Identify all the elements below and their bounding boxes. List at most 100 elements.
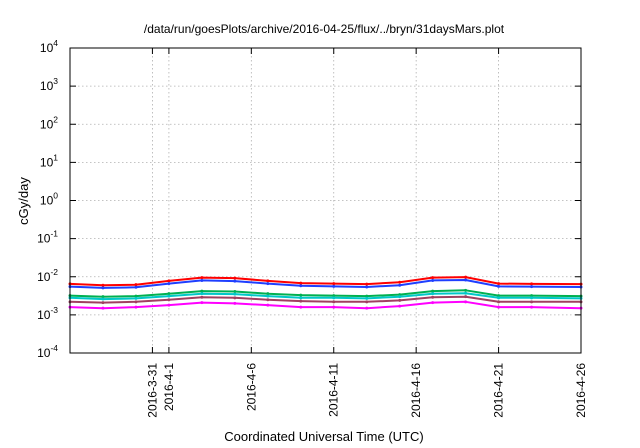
y-tick-label: 101 xyxy=(40,152,58,169)
data-point xyxy=(464,278,468,282)
data-point xyxy=(167,282,171,286)
data-point xyxy=(431,289,435,293)
data-point xyxy=(134,296,138,300)
y-tick-base: 10 xyxy=(40,41,54,55)
data-point xyxy=(431,278,435,282)
y-tick-base: 10 xyxy=(37,232,51,246)
data-point xyxy=(398,304,402,308)
y-tick-label: 104 xyxy=(40,38,58,55)
data-point xyxy=(299,281,303,285)
data-point xyxy=(266,303,270,307)
series-5 xyxy=(68,295,583,305)
data-point xyxy=(134,283,138,287)
y-tick-base: 10 xyxy=(37,270,51,284)
series-line xyxy=(69,279,582,289)
data-point xyxy=(365,306,369,310)
data-point xyxy=(101,306,105,310)
data-point xyxy=(398,283,402,287)
data-point xyxy=(299,293,303,297)
y-tick-base: 10 xyxy=(37,308,51,322)
data-point xyxy=(398,298,402,302)
data-point xyxy=(101,286,105,290)
y-tick-base: 10 xyxy=(40,79,54,93)
data-point xyxy=(101,301,105,305)
series-6 xyxy=(68,300,583,310)
y-tick-label: 102 xyxy=(40,114,58,131)
y-tick-exponent: 1 xyxy=(53,152,58,162)
chart-title: /data/run/goesPlots/archive/2016-04-25/f… xyxy=(144,22,505,36)
data-point xyxy=(299,284,303,288)
data-point xyxy=(332,305,336,309)
data-point xyxy=(464,300,468,304)
y-tick-exponent: -4 xyxy=(50,343,58,353)
data-point xyxy=(398,295,402,299)
data-point xyxy=(167,279,171,283)
y-tick-exponent: 2 xyxy=(53,114,58,124)
y-axis-label: cGy/day xyxy=(16,177,31,225)
data-point xyxy=(101,297,105,301)
data-point xyxy=(365,296,369,300)
data-point xyxy=(332,294,336,298)
x-tick-label: 2016-4-21 xyxy=(492,363,506,418)
y-tick-base: 10 xyxy=(37,346,51,360)
data-point xyxy=(134,285,138,289)
data-point xyxy=(530,294,534,298)
x-tick-label: 2016-4-26 xyxy=(574,363,588,418)
data-point xyxy=(233,290,237,294)
series-line xyxy=(69,300,582,310)
data-point xyxy=(365,285,369,289)
y-tick-label: 10-4 xyxy=(37,343,58,360)
y-tick-exponent: 4 xyxy=(53,38,58,48)
data-point xyxy=(200,276,204,280)
y-tick-exponent: 3 xyxy=(53,76,58,86)
data-point xyxy=(167,294,171,298)
y-tick-exponent: -2 xyxy=(50,267,58,277)
data-point xyxy=(365,300,369,304)
x-tick-label: 2016-4-1 xyxy=(162,363,176,411)
data-point xyxy=(134,300,138,304)
data-point xyxy=(167,303,171,307)
y-tick-base: 10 xyxy=(40,117,54,131)
data-point xyxy=(200,301,204,305)
series-3 xyxy=(68,288,583,299)
data-point xyxy=(464,295,468,299)
data-point xyxy=(233,276,237,280)
data-point xyxy=(200,292,204,296)
data-point xyxy=(530,296,534,300)
data-point xyxy=(266,279,270,283)
data-point xyxy=(530,305,534,309)
y-tick-label: 100 xyxy=(40,191,58,208)
data-point xyxy=(233,279,237,283)
data-point xyxy=(497,282,501,286)
y-tick-label: 10-2 xyxy=(37,267,58,284)
data-point xyxy=(101,283,105,287)
data-point xyxy=(431,276,435,280)
y-tick-exponent: -3 xyxy=(50,305,58,315)
data-point xyxy=(398,280,402,284)
data-point xyxy=(299,296,303,300)
x-tick-label: 2016-4-11 xyxy=(327,363,341,417)
y-tick-base: 10 xyxy=(40,155,54,169)
y-tick-exponent: -1 xyxy=(50,229,58,239)
data-point xyxy=(530,300,534,304)
data-point xyxy=(332,300,336,304)
data-point xyxy=(332,284,336,288)
y-tick-base: 10 xyxy=(40,194,54,208)
data-point xyxy=(497,296,501,300)
data-point xyxy=(134,305,138,309)
series-line xyxy=(69,295,581,304)
data-point xyxy=(332,296,336,300)
y-tick-exponent: 0 xyxy=(53,191,58,201)
y-tick-label: 103 xyxy=(40,76,58,93)
data-point xyxy=(464,291,468,295)
data-point xyxy=(530,282,534,286)
x-tick-label: 2016-4-6 xyxy=(244,363,258,411)
series-layer xyxy=(68,275,583,310)
series-line xyxy=(69,276,582,287)
data-point xyxy=(497,294,501,298)
y-tick-label: 10-3 xyxy=(37,305,58,322)
data-point xyxy=(464,288,468,292)
x-ticks: 2016-3-31 2016-4-1 2016-4-6 2016-4-11 2016-4… xyxy=(145,48,588,418)
data-point xyxy=(167,298,171,302)
